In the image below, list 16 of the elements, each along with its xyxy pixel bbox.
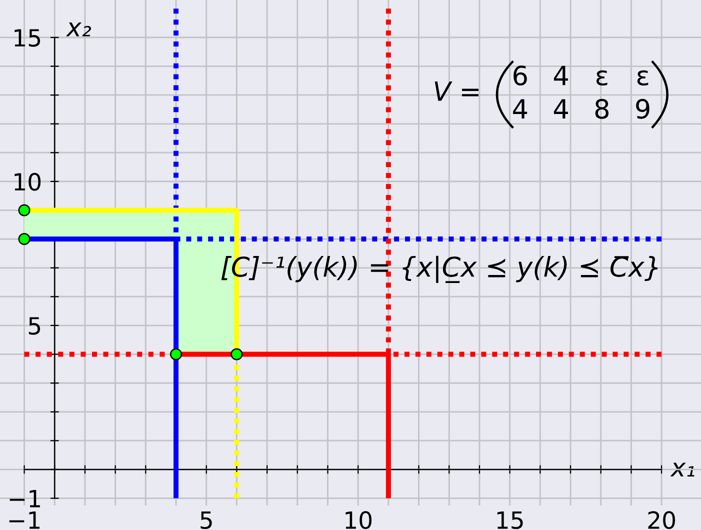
x-tick-label: 10 xyxy=(346,511,372,530)
point xyxy=(18,204,30,216)
x-tick-label: 5 xyxy=(200,511,212,530)
y-axis-title: x₂ xyxy=(66,22,92,36)
y-tick-label: 10 xyxy=(14,172,41,191)
x-tick-label: 20 xyxy=(648,511,676,530)
x-tick-label: 15 xyxy=(497,511,523,530)
annotation: 4 4 8 9 xyxy=(513,98,650,119)
annotation: V = xyxy=(434,82,479,101)
y-tick-label: 15 xyxy=(14,29,40,47)
y-tick-label: −1 xyxy=(10,490,40,508)
point xyxy=(230,348,243,360)
point xyxy=(18,233,30,246)
point xyxy=(170,348,182,360)
y-tick-label: 5 xyxy=(28,317,40,335)
annotation: 6 4 ε ε xyxy=(514,66,648,86)
